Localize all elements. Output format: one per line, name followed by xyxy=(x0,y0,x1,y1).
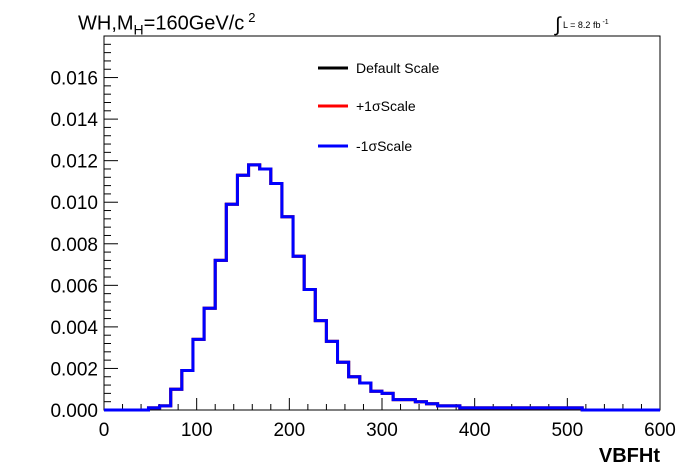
y-tick-label: 0.008 xyxy=(50,235,98,256)
series-line-2 xyxy=(104,163,660,412)
legend-label: -1σScale xyxy=(356,138,412,154)
y-tick-label: 0.006 xyxy=(50,276,98,297)
legend-label: +1σScale xyxy=(356,98,416,114)
y-tick-label: 0.014 xyxy=(50,110,98,131)
x-tick-label: 100 xyxy=(181,420,213,441)
x-tick-label: 500 xyxy=(551,420,583,441)
y-tick-label: 0.010 xyxy=(50,193,98,214)
legend-label: Default Scale xyxy=(356,60,439,76)
x-tick-label: 200 xyxy=(273,420,305,441)
x-tick-label: 600 xyxy=(644,420,676,441)
plot-frame xyxy=(103,35,661,411)
y-tick-label: 0.002 xyxy=(50,359,98,380)
y-tick-label: 0.000 xyxy=(50,401,98,422)
x-tick-label: 300 xyxy=(366,420,398,441)
y-tick-label: 0.012 xyxy=(50,152,98,173)
x-tick-label: 400 xyxy=(459,420,491,441)
chart-title: WH,MH=160GeV/c 2 xyxy=(78,10,256,38)
y-tick-label: 0.004 xyxy=(50,318,98,339)
series-line-1 xyxy=(104,163,660,412)
luminosity-label: ∫ L = 8.2 fb -1 xyxy=(555,14,609,36)
x-axis-label: VBFHt xyxy=(599,445,660,467)
x-tick-label: 0 xyxy=(99,420,110,441)
series-line-0 xyxy=(104,163,660,412)
y-tick-label: 0.016 xyxy=(50,69,98,90)
